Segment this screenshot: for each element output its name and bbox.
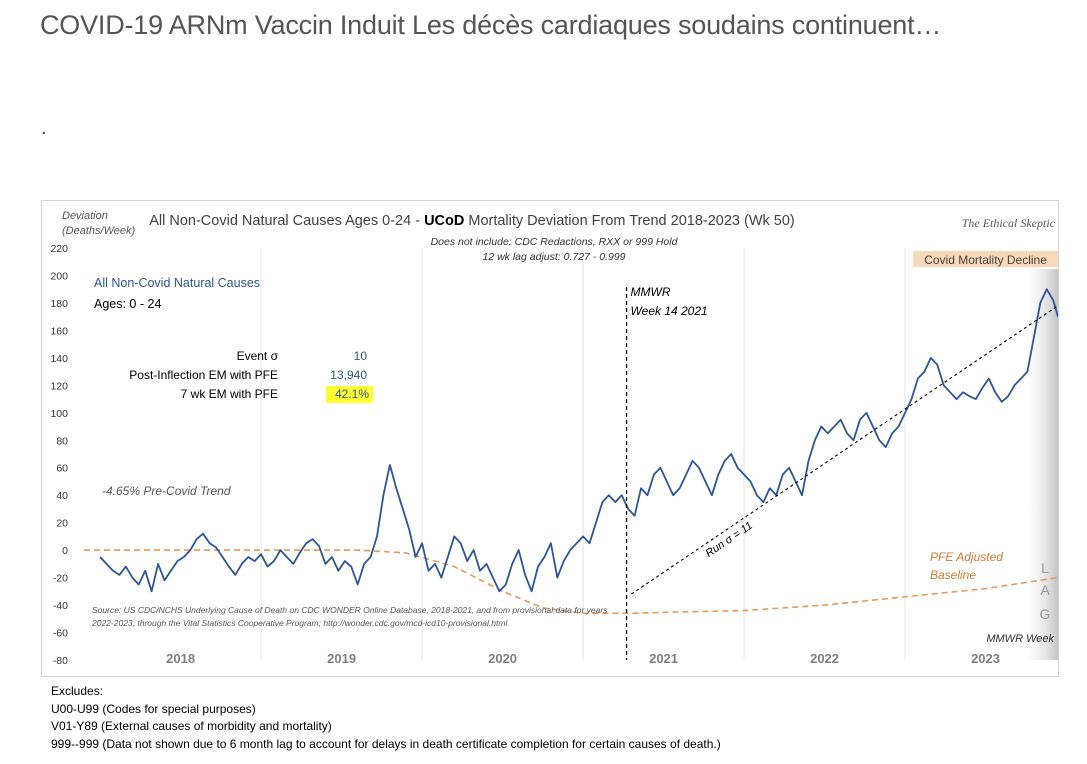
source-line1: Source: US CDC/NCHS Underlying Cause of … — [92, 605, 608, 615]
series-line — [99, 288, 1058, 593]
stat-label-post-inflection: Post-Inflection EM with PFE — [129, 368, 278, 382]
chart-title-bold: UCoD — [424, 213, 464, 229]
pfe-baseline-line — [84, 549, 1058, 615]
stat-value-post-inflection: 13,940 — [330, 368, 367, 382]
y-axis-label-line2: (Deaths/Week) — [62, 225, 135, 237]
stat-value-7wk: 42.1% — [335, 387, 369, 401]
x-year-label: 2020 — [488, 651, 517, 666]
excludes-heading: Excludes: — [51, 684, 104, 698]
chart-title-suffix: Mortality Deviation From Trend 2018-2023… — [464, 213, 794, 229]
mmwr-week-label: MMWR Week — [986, 633, 1054, 645]
stat-label-event-sigma: Event σ — [237, 349, 279, 363]
y-tick-label: 140 — [50, 353, 68, 365]
x-year-label: 2023 — [971, 651, 1000, 666]
pfe-label-line1: PFE Adjusted — [930, 550, 1003, 564]
stat-highlight — [326, 386, 373, 403]
chart-title-prefix: All Non-Covid Natural Causes Ages 0-24 - — [149, 213, 424, 229]
mortality-deviation-chart: Deviation (Deaths/Week) All Non-Covid Na… — [50, 210, 1058, 667]
x-year-label: 2018 — [166, 651, 195, 666]
legend-series-name: All Non-Covid Natural Causes — [94, 276, 260, 290]
x-year-label: 2022 — [810, 651, 839, 666]
excludes-line-v01: V01-Y89 (External causes of morbidity an… — [51, 719, 332, 733]
run-trend-line — [631, 305, 1058, 595]
brand-mark: The Ethical Skeptic — [962, 216, 1056, 230]
source-line2: 2022-2023, through the Vital Statistics … — [91, 618, 508, 628]
excludes-line-999: 999--999 (Data not shown due to 6 month … — [51, 736, 721, 751]
x-year-label: 2021 — [649, 651, 678, 666]
y-tick-label: 100 — [50, 408, 68, 420]
covid-decline-band — [913, 251, 1058, 267]
mmwr-marker-label-line2: Week 14 2021 — [631, 304, 708, 318]
y-tick-label: 220 — [50, 243, 68, 255]
mmwr-marker-label-line1: MMWR — [631, 285, 671, 299]
y-tick-label: 20 — [56, 518, 68, 530]
x-year-label: 2019 — [327, 651, 356, 666]
y-tick-label: 80 — [56, 435, 68, 447]
lag-letter-g: G — [1040, 606, 1051, 622]
y-tick-label: 0 — [62, 545, 68, 557]
pfe-label-line2: Baseline — [930, 568, 976, 582]
y-tick-label: 180 — [50, 298, 68, 310]
y-tick-label: 40 — [56, 490, 68, 502]
y-tick-label: -60 — [53, 628, 68, 640]
y-axis-label-line1: Deviation — [62, 210, 108, 222]
excludes-notes: Excludes: U00-U99 (Codes for special pur… — [51, 683, 721, 753]
lag-letter-a: A — [1040, 582, 1050, 598]
covid-decline-label: Covid Mortality Decline — [924, 253, 1047, 267]
excludes-line-u00: U00-U99 (Codes for special purposes) — [51, 701, 256, 716]
legend-ages: Ages: 0 - 24 — [94, 297, 161, 311]
lag-band — [1020, 269, 1058, 660]
chart-note-line1: Does not include: CDC Redactions, RXX or… — [431, 236, 679, 248]
y-tick-label: 160 — [50, 325, 68, 337]
stat-label-7wk: 7 wk EM with PFE — [181, 387, 278, 401]
page-headline: COVID-19 ARNm Vaccin Induit Les décès ca… — [40, 10, 942, 40]
stat-value-event-sigma: 10 — [354, 349, 368, 363]
y-tick-label: -80 — [53, 655, 68, 667]
chart-note-line2: 12 wk lag adjust: 0.727 - 0.999 — [482, 251, 625, 263]
precovid-trend-label: -4.65% Pre-Covid Trend — [102, 484, 231, 498]
y-tick-label: 120 — [50, 380, 68, 392]
y-tick-label: -40 — [53, 600, 68, 612]
y-tick-label: -20 — [53, 573, 68, 585]
y-tick-label: 60 — [56, 463, 68, 475]
y-tick-label: 200 — [50, 270, 68, 282]
page-dot: . — [41, 117, 47, 139]
chart-frame: Deviation (Deaths/Week) All Non-Covid Na… — [41, 200, 1059, 677]
lag-letter-l: L — [1041, 560, 1049, 576]
chart-title: All Non-Covid Natural Causes Ages 0-24 -… — [149, 213, 795, 229]
